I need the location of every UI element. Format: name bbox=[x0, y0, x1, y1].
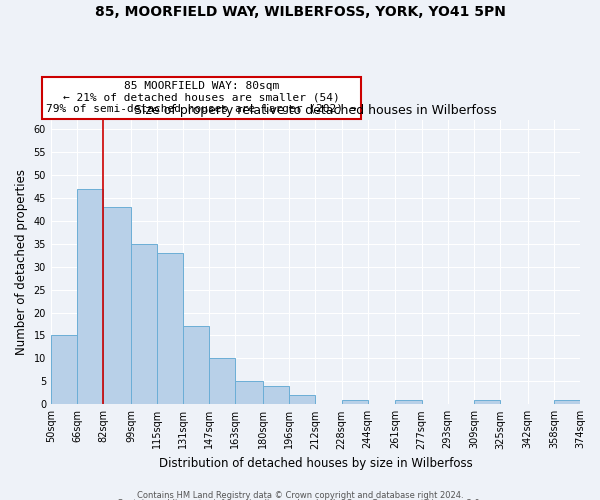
X-axis label: Distribution of detached houses by size in Wilberfoss: Distribution of detached houses by size … bbox=[158, 457, 472, 470]
Bar bbox=[103, 207, 131, 404]
Text: Contains public sector information licensed under the Open Government Licence v3: Contains public sector information licen… bbox=[118, 499, 482, 500]
Bar bbox=[341, 400, 368, 404]
Bar bbox=[263, 386, 289, 404]
Title: Size of property relative to detached houses in Wilberfoss: Size of property relative to detached ho… bbox=[134, 104, 497, 118]
Y-axis label: Number of detached properties: Number of detached properties bbox=[15, 169, 28, 355]
Bar bbox=[554, 400, 580, 404]
Bar bbox=[235, 382, 263, 404]
Bar bbox=[395, 400, 422, 404]
Bar bbox=[474, 400, 500, 404]
Text: Contains HM Land Registry data © Crown copyright and database right 2024.: Contains HM Land Registry data © Crown c… bbox=[137, 490, 463, 500]
Text: 85, MOORFIELD WAY, WILBERFOSS, YORK, YO41 5PN: 85, MOORFIELD WAY, WILBERFOSS, YORK, YO4… bbox=[95, 5, 505, 19]
Bar bbox=[77, 188, 103, 404]
Bar bbox=[209, 358, 235, 405]
Bar bbox=[183, 326, 209, 404]
Bar bbox=[289, 395, 316, 404]
Bar bbox=[157, 253, 183, 404]
Bar bbox=[131, 244, 157, 404]
Bar bbox=[51, 336, 77, 404]
Text: 85 MOORFIELD WAY: 80sqm
← 21% of detached houses are smaller (54)
79% of semi-de: 85 MOORFIELD WAY: 80sqm ← 21% of detache… bbox=[46, 81, 357, 114]
